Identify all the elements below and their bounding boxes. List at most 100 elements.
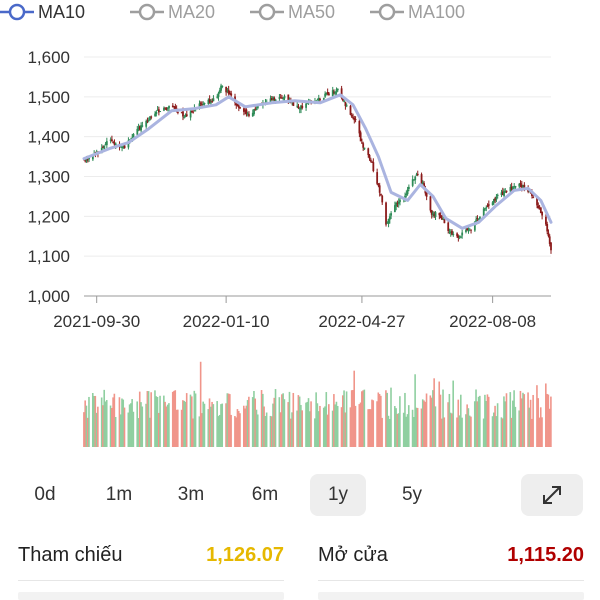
- candle-body: [371, 161, 373, 163]
- candle-body: [477, 218, 480, 220]
- volume-bar: [91, 393, 94, 447]
- candle-body: [390, 213, 393, 216]
- volume-bar: [362, 390, 364, 447]
- range-5y-button[interactable]: 5y: [401, 484, 423, 505]
- candle-body: [416, 173, 419, 176]
- volume-bar: [316, 403, 319, 447]
- divider: [18, 580, 284, 581]
- candle-body: [429, 196, 432, 211]
- volume-bar: [328, 404, 330, 447]
- volume-bar: [119, 414, 122, 447]
- volume-bar: [138, 391, 141, 447]
- volume-bar: [146, 391, 149, 447]
- volume-bar: [487, 396, 490, 447]
- legend-item-ma10[interactable]: MA10: [0, 2, 85, 22]
- volume-bar: [520, 398, 523, 447]
- volume-bar: [449, 412, 452, 447]
- range-6m-button[interactable]: 6m: [251, 484, 279, 505]
- volume-bar: [88, 396, 90, 447]
- volume-bar: [130, 403, 132, 447]
- volume-bar: [283, 399, 286, 447]
- candle-body: [251, 112, 254, 117]
- candle-body: [363, 147, 366, 150]
- volume-bar: [363, 389, 366, 447]
- candle-body: [336, 88, 339, 91]
- volume-bar: [272, 403, 274, 447]
- candle-body: [546, 223, 549, 232]
- candle-body: [88, 157, 90, 160]
- candle-body: [484, 208, 486, 210]
- candle-body: [519, 183, 522, 185]
- volume-bar: [253, 391, 255, 447]
- candle-body: [335, 89, 338, 93]
- candle-body: [439, 215, 442, 218]
- candle-body: [496, 194, 499, 196]
- expand-chart-button[interactable]: [521, 474, 583, 516]
- volume-bar: [477, 396, 480, 447]
- volume-bar: [416, 407, 419, 447]
- volume-bar: [531, 418, 533, 447]
- candle-body: [505, 190, 508, 192]
- x-tick-label: 2022-04-27: [318, 312, 405, 331]
- range-0d-button[interactable]: 0d: [34, 484, 56, 505]
- range-3m-button[interactable]: 3m: [177, 484, 205, 505]
- reference-label: Tham chiếu: [18, 544, 123, 566]
- volume-bar: [244, 408, 246, 447]
- candle-body: [164, 107, 167, 109]
- candle-body: [486, 205, 489, 207]
- candle-body: [399, 199, 401, 203]
- volume-bar: [456, 417, 458, 447]
- volume-bar: [128, 404, 131, 447]
- volume-bar: [461, 417, 463, 447]
- candle-body: [550, 242, 552, 251]
- candle-body: [359, 132, 362, 142]
- legend-item-ma20[interactable]: MA20: [130, 2, 215, 22]
- legend-item-ma50[interactable]: MA50: [250, 2, 335, 22]
- volume-bar: [536, 385, 538, 447]
- candle-body: [350, 115, 353, 117]
- candle-body: [381, 195, 384, 203]
- volume-bar: [513, 390, 515, 447]
- volume-bar: [325, 392, 328, 447]
- volume-bar: [288, 391, 291, 447]
- volume-bar: [123, 407, 126, 447]
- volume-bar: [381, 417, 383, 447]
- candle-body: [150, 116, 153, 118]
- legend-item-ma100[interactable]: MA100: [370, 2, 465, 22]
- candle-body: [331, 90, 334, 97]
- candle-body: [274, 99, 277, 102]
- y-tick-label: 1,000: [27, 287, 70, 306]
- volume-bar: [334, 404, 336, 447]
- volume-bar: [447, 402, 449, 447]
- volume-bar: [452, 380, 454, 447]
- divider: [318, 580, 584, 581]
- range-1y-button[interactable]: 1y: [310, 474, 366, 516]
- candle-body: [292, 101, 295, 106]
- volume-bar: [369, 409, 372, 447]
- candle-body: [237, 105, 240, 108]
- volume-bar: [343, 390, 345, 447]
- candle-body: [522, 185, 524, 190]
- candle-body: [406, 189, 409, 195]
- price-chart[interactable]: 1,600 1,500 1,400 1,300 1,200 1,100 1,000 2021…: [0, 0, 600, 470]
- candle-body: [340, 88, 343, 98]
- stats-panel: Tham chiếu 1,126.07 Mở cửa 1,115.20: [0, 536, 600, 600]
- volume-bar: [378, 394, 381, 447]
- volume-bar: [279, 412, 282, 447]
- volume-bar: [527, 392, 529, 447]
- candle-body: [103, 145, 106, 150]
- candle-body: [270, 98, 273, 101]
- candle-body: [149, 116, 151, 121]
- volume-bar: [314, 418, 316, 447]
- x-axis: 2021-09-30 2022-01-10 2022-04-27 2022-08-08: [53, 295, 551, 331]
- candle-body: [372, 162, 375, 171]
- candle-body: [487, 204, 490, 206]
- range-1m-button[interactable]: 1m: [105, 484, 133, 505]
- candle-body: [229, 92, 231, 94]
- candle-body: [122, 146, 125, 148]
- volume-bar: [95, 412, 98, 447]
- candle-body: [523, 184, 526, 190]
- candle-body: [180, 112, 183, 114]
- volume-bar: [424, 401, 427, 447]
- candle-body: [358, 120, 361, 134]
